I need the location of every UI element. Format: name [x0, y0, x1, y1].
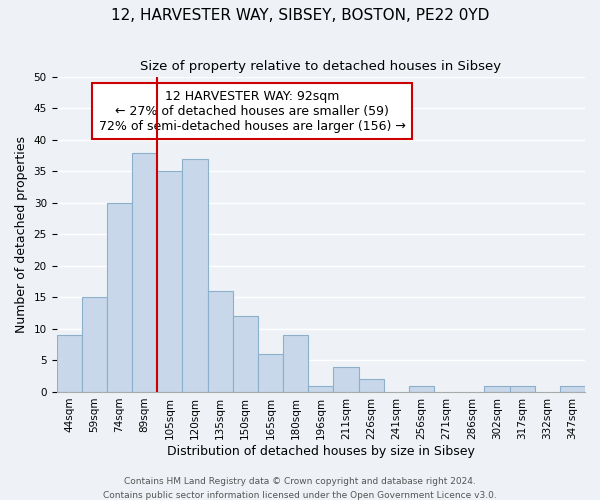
Bar	[107, 203, 132, 392]
X-axis label: Distribution of detached houses by size in Sibsey: Distribution of detached houses by size …	[167, 444, 475, 458]
Bar	[233, 316, 258, 392]
Bar	[560, 386, 585, 392]
Y-axis label: Number of detached properties: Number of detached properties	[15, 136, 28, 333]
Bar	[484, 386, 509, 392]
Bar	[409, 386, 434, 392]
Bar	[308, 386, 334, 392]
Bar	[334, 367, 359, 392]
Text: 12, HARVESTER WAY, SIBSEY, BOSTON, PE22 0YD: 12, HARVESTER WAY, SIBSEY, BOSTON, PE22 …	[111, 8, 489, 22]
Bar	[157, 172, 182, 392]
Bar	[182, 159, 208, 392]
Bar	[258, 354, 283, 392]
Bar	[208, 291, 233, 392]
Bar	[132, 152, 157, 392]
Title: Size of property relative to detached houses in Sibsey: Size of property relative to detached ho…	[140, 60, 502, 73]
Text: 12 HARVESTER WAY: 92sqm
← 27% of detached houses are smaller (59)
72% of semi-de: 12 HARVESTER WAY: 92sqm ← 27% of detache…	[98, 90, 406, 132]
Bar	[359, 380, 383, 392]
Bar	[56, 336, 82, 392]
Bar	[82, 298, 107, 392]
Bar	[283, 336, 308, 392]
Text: Contains HM Land Registry data © Crown copyright and database right 2024.
Contai: Contains HM Land Registry data © Crown c…	[103, 478, 497, 500]
Bar	[509, 386, 535, 392]
